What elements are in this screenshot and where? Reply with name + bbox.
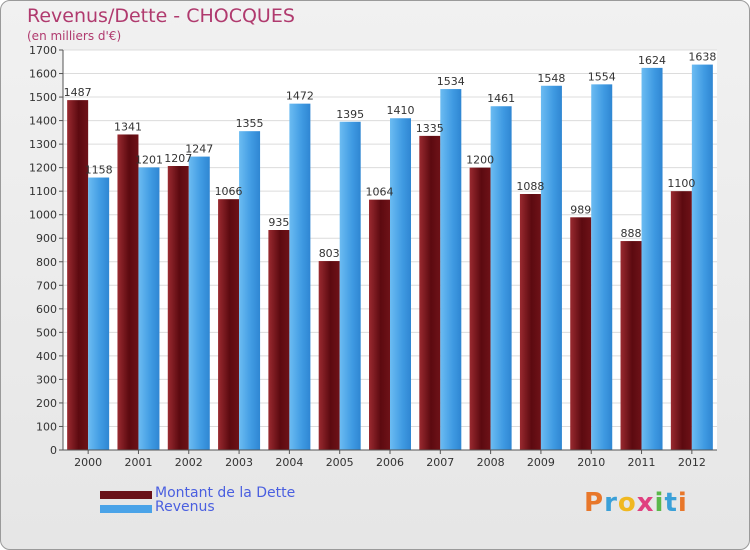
y-tick-label: 1600	[29, 68, 57, 81]
x-tick-label: 2003	[225, 456, 253, 469]
x-tick-label: 2000	[74, 456, 102, 469]
bar-revenus	[88, 177, 110, 450]
bar-revenus	[591, 84, 613, 451]
data-label-revenus: 1472	[286, 90, 314, 103]
bar-revenus	[390, 118, 411, 450]
data-label-revenus: 1410	[387, 104, 415, 117]
bar-dette	[570, 217, 592, 450]
data-label-revenus: 1461	[487, 92, 515, 105]
data-label-dette: 935	[268, 216, 289, 229]
data-label-dette: 1341	[114, 120, 142, 133]
data-label-revenus: 1554	[588, 70, 616, 83]
logo-letter: t	[664, 488, 678, 518]
data-label-dette: 989	[570, 203, 591, 216]
data-label-dette: 1088	[516, 180, 544, 193]
data-label-revenus: 1548	[537, 72, 565, 85]
data-label-dette: 1207	[164, 152, 192, 165]
legend-label-debt: Montant de la Dette	[155, 485, 296, 501]
logo-letter: x	[636, 488, 655, 518]
chart-subtitle: (en milliers d'€)	[27, 29, 122, 43]
x-tick-label: 2011	[628, 456, 656, 469]
y-tick-label: 600	[36, 303, 57, 316]
logo-letter: P	[584, 488, 605, 518]
x-tick-label: 2008	[477, 456, 505, 469]
bar-dette	[117, 134, 139, 450]
y-tick-label: 1100	[29, 185, 57, 198]
data-label-revenus: 1158	[85, 164, 113, 177]
bar-revenus	[440, 89, 462, 450]
x-tick-label: 2001	[124, 456, 152, 469]
y-tick-label: 800	[36, 256, 57, 269]
bar-dette	[369, 199, 390, 450]
data-label-revenus: 1247	[185, 143, 213, 156]
bar-revenus	[490, 106, 512, 450]
y-tick-label: 100	[36, 420, 57, 433]
y-tick-label: 200	[36, 397, 57, 410]
x-tick-label: 2004	[275, 456, 303, 469]
data-label-dette: 803	[319, 247, 340, 260]
data-label-revenus: 1624	[638, 54, 666, 67]
y-tick-label: 1200	[29, 162, 57, 175]
y-tick-label: 1700	[29, 44, 57, 57]
y-tick-label: 300	[36, 373, 57, 386]
bar-dette	[67, 100, 89, 450]
bar-dette	[318, 261, 340, 450]
bar-dette	[268, 230, 290, 450]
bar-revenus	[691, 64, 713, 451]
data-label-revenus: 1534	[437, 75, 465, 88]
x-tick-label: 2005	[326, 456, 354, 469]
x-tick-label: 2012	[678, 456, 706, 469]
logo-letter: r	[604, 488, 618, 518]
bar-dette	[519, 194, 541, 450]
bar-revenus	[239, 131, 261, 451]
bar-revenus	[188, 156, 210, 450]
data-label-dette: 888	[621, 227, 642, 240]
data-label-dette: 1487	[64, 86, 92, 99]
y-tick-label: 0	[50, 444, 57, 457]
y-tick-label: 1500	[29, 91, 57, 104]
data-label-dette: 1100	[667, 177, 695, 190]
y-tick-label: 1400	[29, 115, 57, 128]
bar-dette	[670, 191, 692, 451]
chart-title: Revenus/Dette - CHOCQUES	[27, 5, 295, 27]
data-label-dette: 1064	[366, 186, 394, 199]
bar-revenus	[289, 103, 311, 450]
logo-letter: o	[617, 488, 637, 518]
data-label-revenus: 1638	[688, 51, 716, 64]
x-tick-label: 2010	[577, 456, 605, 469]
data-label-dette: 1335	[416, 122, 444, 135]
bar-dette	[218, 199, 240, 450]
bar-revenus	[138, 167, 160, 451]
y-tick-label: 400	[36, 350, 57, 363]
y-tick-label: 900	[36, 232, 57, 245]
x-tick-label: 2009	[527, 456, 555, 469]
data-label-revenus: 1201	[135, 153, 163, 166]
x-tick-label: 2007	[426, 456, 454, 469]
data-label-dette: 1066	[215, 185, 243, 198]
y-tick-label: 500	[36, 326, 57, 339]
y-tick-label: 700	[36, 279, 57, 292]
x-tick-label: 2002	[175, 456, 203, 469]
bar-revenus	[641, 67, 663, 450]
bar-dette	[469, 167, 491, 450]
bar-dette	[620, 241, 642, 450]
data-label-revenus: 1355	[236, 117, 264, 130]
proxiti-logo: Proxiti	[584, 488, 688, 518]
bar-revenus	[339, 121, 361, 450]
legend-swatch-debt	[100, 491, 152, 499]
logo-letter: i	[654, 488, 665, 518]
y-tick-label: 1000	[29, 209, 57, 222]
x-tick-label: 2006	[376, 456, 404, 469]
logo-letter: i	[677, 488, 688, 518]
bar-dette	[167, 166, 189, 450]
bar-dette	[419, 135, 441, 450]
data-label-dette: 1200	[466, 154, 494, 167]
bar-revenus	[540, 85, 562, 450]
y-tick-label: 1300	[29, 138, 57, 151]
legend-label-revenus: Revenus	[155, 499, 215, 515]
legend-swatch-revenus	[100, 505, 152, 513]
data-label-revenus: 1395	[336, 108, 364, 121]
